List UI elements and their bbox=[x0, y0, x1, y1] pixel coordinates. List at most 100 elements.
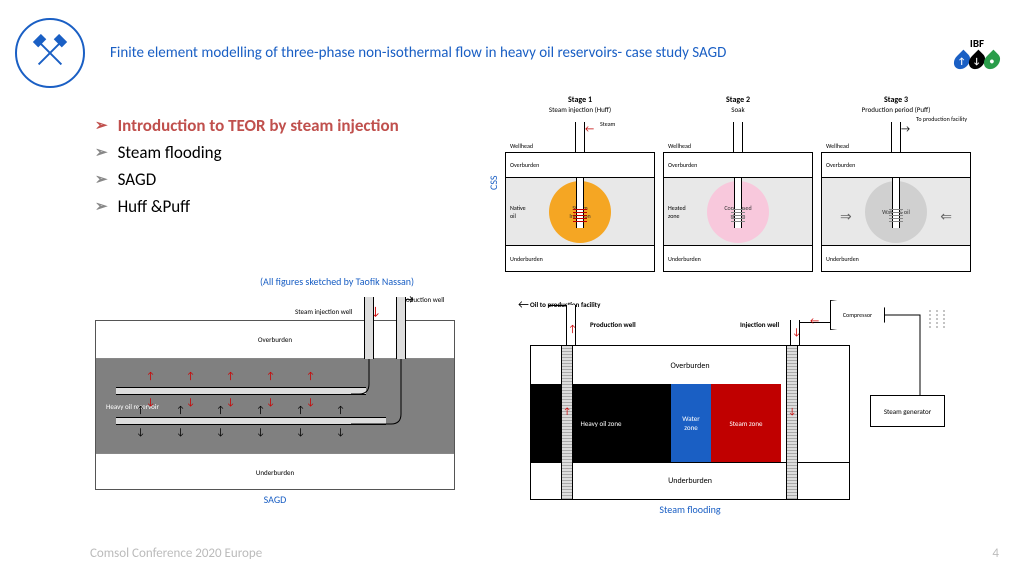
sagd-steam-arrow: ↑ bbox=[266, 371, 275, 381]
sagd-oil-arrow: ↑ bbox=[256, 405, 265, 415]
hammer-icon bbox=[31, 34, 69, 72]
bullet-list: ➢ Introduction to TEOR by steam injection… bbox=[95, 115, 399, 223]
sf-steam-generator: Steam generator bbox=[870, 395, 945, 427]
ibf-text: IBF bbox=[955, 37, 999, 50]
sagd-inj-well bbox=[116, 387, 366, 395]
bullet-arrow-icon: ➢ bbox=[95, 143, 108, 162]
sagd-oil-arrow: ↑ bbox=[136, 405, 145, 415]
pipe-icon bbox=[575, 122, 585, 152]
overburden-layer: Overburden bbox=[506, 153, 654, 178]
sagd-oil-arrow: ↓ bbox=[256, 427, 265, 437]
sagd-figure: Steam injection well Production well ↓ →… bbox=[95, 295, 455, 506]
university-logo bbox=[15, 18, 85, 88]
wellhead-label: Wellhead bbox=[510, 142, 533, 150]
wellhead-label: Wellhead bbox=[826, 142, 849, 150]
pipe-icon bbox=[891, 122, 901, 152]
underburden-layer: Underburden bbox=[664, 246, 812, 271]
css-panel-title: Stage 1 bbox=[505, 95, 655, 105]
sf-zone: Steam zone bbox=[711, 384, 781, 462]
sagd-oil-arrow: ↑ bbox=[216, 405, 225, 415]
perforations bbox=[889, 207, 903, 227]
sf-oil-arrow: ← bbox=[518, 298, 529, 312]
ibf-drop: • bbox=[981, 49, 1004, 72]
sagd-steam-arrow: ↓ bbox=[186, 397, 195, 407]
sagd-inj-label: Steam injection well bbox=[295, 307, 352, 316]
footer-conference: Comsol Conference 2020 Europe bbox=[90, 546, 262, 561]
sagd-steam-arrow: ↑ bbox=[226, 371, 235, 381]
sf-reservoir: Heavy oil zoneWater zoneSteam zone bbox=[531, 384, 849, 462]
sf-caption: Steam flooding bbox=[530, 503, 850, 516]
sagd-oil-arrow: ↓ bbox=[336, 427, 345, 437]
sagd-steam-arrow: ↑ bbox=[146, 371, 155, 381]
steam-arrow-icon: → bbox=[901, 122, 910, 135]
css-layers: OverburdenCondensed steamHeated zoneUnde… bbox=[663, 152, 813, 272]
bullet-item: ➢ Steam flooding bbox=[95, 142, 399, 163]
css-panel-2: Stage 2Soak Wellhead OverburdenCondensed s… bbox=[663, 95, 813, 272]
bullet-item: ➢ Introduction to TEOR by steam injection bbox=[95, 115, 399, 136]
sf-prod-flowarrow: ↑ bbox=[563, 406, 571, 417]
css-panel-title: Stage 2 bbox=[663, 95, 813, 105]
bullet-arrow-icon: ➢ bbox=[95, 116, 108, 135]
css-panel-title: Stage 3 bbox=[821, 95, 971, 105]
css-well-top: Wellhead To production facility → bbox=[821, 117, 971, 152]
sagd-oil-arrow: ↓ bbox=[176, 427, 185, 437]
bullet-text: Introduction to TEOR by steam injection bbox=[118, 115, 399, 136]
css-panel-subtitle: Production period (Puff) bbox=[821, 105, 971, 114]
sagd-vert-prod bbox=[396, 297, 406, 359]
sagd-steam-arrow: ↑ bbox=[306, 371, 315, 381]
sf-inj-flowarrow: ↓ bbox=[788, 406, 796, 417]
sagd-steam-arrow: ↑ bbox=[186, 371, 195, 381]
sf-compressor: Compressor bbox=[830, 300, 885, 330]
wellhead-label: Wellhead bbox=[668, 142, 691, 150]
perforations bbox=[573, 207, 587, 227]
sf-down-arrow: ↓ bbox=[792, 325, 801, 338]
sagd-caption: SAGD bbox=[95, 493, 455, 506]
sagd-curves bbox=[351, 359, 421, 459]
sf-comp-arrow: ← bbox=[810, 314, 819, 327]
sagd-oil-arrow: ↑ bbox=[176, 405, 185, 415]
sf-box: Overburden Heavy oil zoneWater zoneSteam… bbox=[530, 345, 850, 500]
sagd-oil-arrow: ↑ bbox=[296, 405, 305, 415]
figure-attribution: (All figures sketched by Taofik Nassan) bbox=[260, 275, 414, 288]
sagd-steam-arrow: ↓ bbox=[266, 397, 275, 407]
bullet-arrow-icon: ➢ bbox=[95, 197, 108, 216]
overburden-layer: Overburden bbox=[822, 153, 970, 178]
pipe-icon bbox=[733, 122, 743, 152]
sagd-steam-arrow: ↓ bbox=[226, 397, 235, 407]
sagd-oil-arrow: ↓ bbox=[136, 427, 145, 437]
css-layers: OverburdenWater & oil⇒⇐Underburden bbox=[821, 152, 971, 272]
css-axis-label: CSS bbox=[487, 175, 500, 190]
css-well-top: Wellhead bbox=[663, 117, 813, 152]
sagd-oil-arrow: ↑ bbox=[336, 405, 345, 415]
sagd-oil-arrow: ↓ bbox=[216, 427, 225, 437]
bullet-text: Steam flooding bbox=[118, 142, 222, 163]
slide-header: Finite element modelling of three-phase … bbox=[0, 18, 1024, 88]
bullet-text: Huff &Puff bbox=[118, 196, 191, 217]
sf-overburden: Overburden bbox=[531, 346, 849, 384]
css-panels: Stage 1Steam injection (Huff)WellheadSte… bbox=[505, 95, 971, 272]
sf-prod-label: Production well bbox=[590, 320, 636, 329]
underburden-layer: Underburden bbox=[506, 246, 654, 271]
bullet-item: ➢ Huff &Puff bbox=[95, 196, 399, 217]
overburden-layer: Overburden bbox=[664, 153, 812, 178]
perforations bbox=[731, 207, 745, 227]
footer-page: 4 bbox=[992, 546, 999, 561]
sf-prod-wellbore bbox=[561, 346, 573, 499]
sf-inj-label: Injection well bbox=[740, 320, 779, 329]
flow-arrow-icon: ⇒ bbox=[840, 208, 852, 225]
sf-piping bbox=[885, 310, 955, 395]
steam-label: Steam bbox=[600, 120, 615, 128]
ibf-logo: IBF ↑↓• bbox=[955, 37, 999, 70]
sagd-oil-arrow: ↓ bbox=[296, 427, 305, 437]
bullet-item: ➢SAGD bbox=[95, 169, 399, 190]
ibf-drops: ↑↓• bbox=[955, 52, 999, 70]
css-panel-subtitle: Soak bbox=[663, 105, 813, 114]
steam-label: To production facility bbox=[916, 115, 967, 123]
sagd-prod-well bbox=[116, 417, 386, 425]
steam-arrow-icon: ← bbox=[585, 122, 594, 135]
sf-line1 bbox=[548, 305, 568, 306]
sf-underburden: Underburden bbox=[531, 462, 849, 500]
native-oil-label: Native oil bbox=[510, 204, 526, 220]
css-panel-1: Stage 1Steam injection (Huff)WellheadSte… bbox=[505, 95, 655, 272]
slide-title: Finite element modelling of three-phase … bbox=[110, 44, 955, 62]
